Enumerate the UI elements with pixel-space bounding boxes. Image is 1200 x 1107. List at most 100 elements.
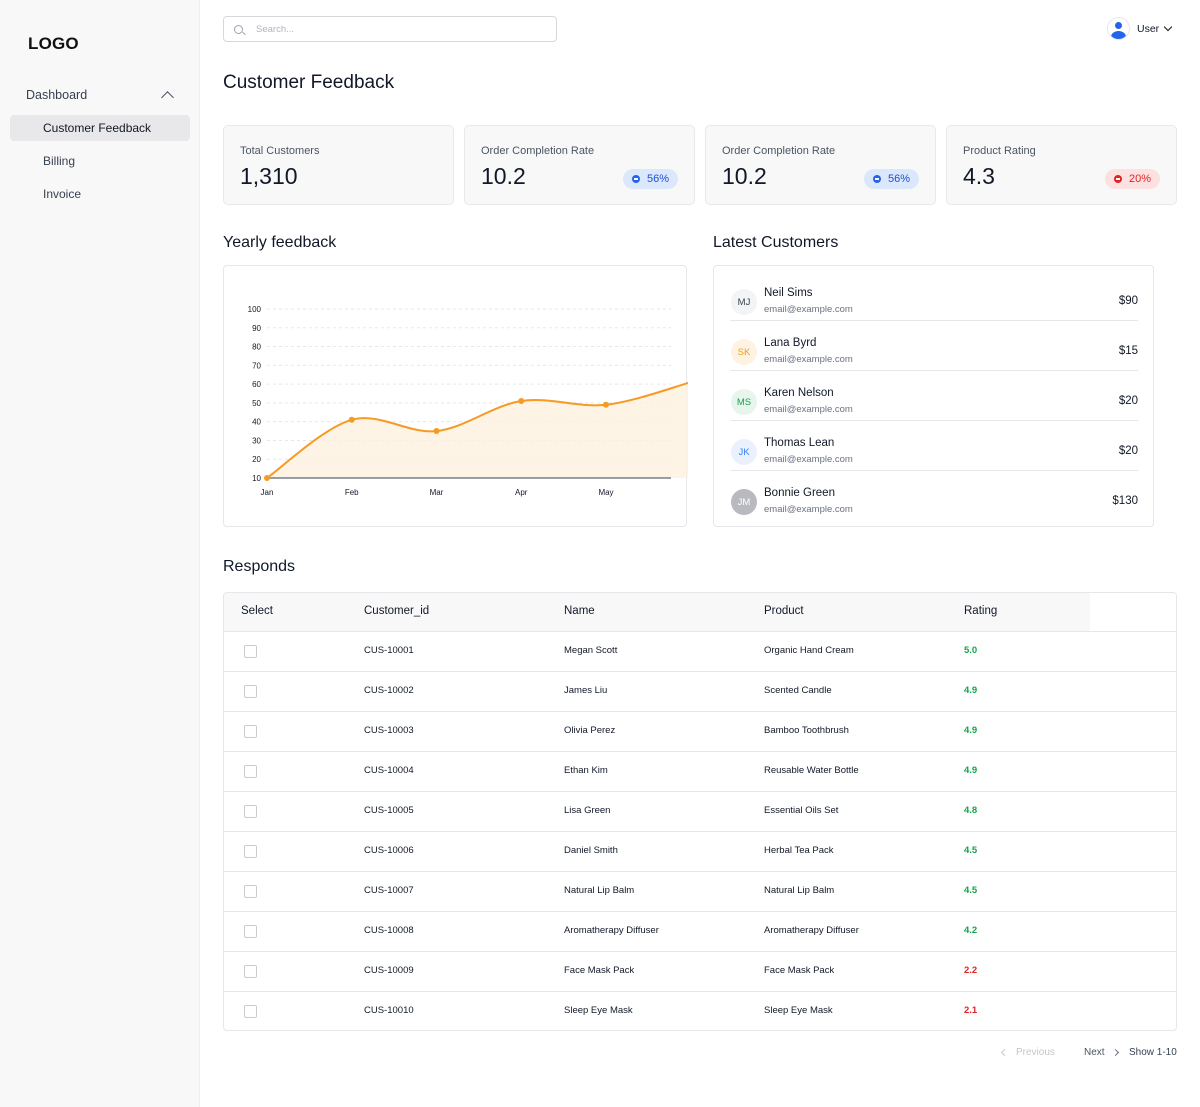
sidebar-group-dashboard[interactable]: Dashboard	[10, 82, 190, 108]
cell-rating: 2.1	[964, 1005, 978, 1016]
user-label: User	[1137, 22, 1160, 35]
cell-product: Natural Lip Balm	[764, 885, 835, 896]
cell-product: Bamboo Toothbrush	[764, 725, 849, 736]
search-input[interactable]	[256, 23, 536, 35]
data-point	[603, 401, 609, 408]
customer-avatar: SK	[731, 339, 757, 365]
customer-avatar: MJ	[731, 289, 757, 315]
cell-rating: 2.2	[964, 965, 978, 976]
cell-rating: 4.9	[964, 685, 978, 696]
cell-product: Herbal Tea Pack	[764, 845, 834, 856]
y-tick-label: 70	[252, 361, 261, 370]
y-tick-label: 100	[248, 305, 262, 314]
table-row[interactable]: CUS-10005 Lisa Green Essential Oils Set 4.8	[224, 792, 1176, 832]
stat-value: 10.2	[481, 163, 526, 189]
row-checkbox[interactable]	[244, 725, 257, 738]
table-row[interactable]: CUS-10008 Aromatherapy Diffuser Aromathera…	[224, 912, 1176, 952]
previous-button[interactable]: Previous	[1000, 1047, 1055, 1058]
stat-card-total-customers: Total Customers 1,310	[223, 125, 454, 205]
chevron-down-icon	[1163, 22, 1173, 31]
y-tick-label: 90	[252, 324, 261, 333]
cell-name: Aromatherapy Diffuser	[564, 925, 659, 936]
customer-amount: $20	[1118, 445, 1138, 457]
table-row[interactable]: CUS-10010 Sleep Eye Mask Sleep Eye Mask 2.1	[224, 992, 1176, 1030]
header-customer-id[interactable]: Customer_id	[364, 605, 430, 617]
row-checkbox[interactable]	[244, 965, 257, 978]
table-row[interactable]: CUS-10009 Face Mask Pack Face Mask Pack 2.2	[224, 952, 1176, 992]
table-row[interactable]: CUS-10004 Ethan Kim Reusable Water Bottle 4…	[224, 752, 1176, 792]
header-rating[interactable]: Rating	[964, 605, 998, 617]
responds-title: Responds	[223, 558, 296, 575]
cell-customer-id: CUS-10009	[364, 965, 414, 976]
user-menu[interactable]: User	[1107, 17, 1173, 40]
next-button[interactable]: Next	[1084, 1047, 1119, 1058]
row-checkbox[interactable]	[244, 925, 257, 938]
data-point	[264, 475, 270, 481]
sidebar-item-invoice[interactable]: Invoice	[43, 187, 82, 201]
customer-email: email@example.com	[764, 304, 853, 315]
sidebar-item-customer-feedback[interactable]: Customer Feedback	[10, 115, 190, 141]
cell-name: Olivia Perez	[564, 725, 616, 736]
x-tick-label: Feb	[345, 488, 359, 497]
customer-amount: $20	[1118, 395, 1138, 407]
customer-row[interactable]: MS Karen Nelson email@example.com $20	[730, 371, 1138, 421]
cell-rating: 4.2	[964, 925, 978, 936]
row-checkbox[interactable]	[244, 685, 257, 698]
area-fill	[267, 383, 688, 478]
chart-section-title: Yearly feedback	[223, 234, 337, 251]
row-checkbox[interactable]	[244, 805, 257, 818]
cell-rating: 4.5	[964, 885, 978, 896]
cell-rating: 4.9	[964, 725, 978, 736]
customer-row[interactable]: MJ Neil Sims email@example.com $90	[730, 271, 1138, 321]
table-header: Select Customer_id Name Product Rating	[224, 593, 1090, 632]
table-row[interactable]: CUS-10007 Natural Lip Balm Natural Lip Bal…	[224, 872, 1176, 912]
responds-table: Select Customer_id Name Product Rating C…	[223, 592, 1177, 1031]
cell-product: Scented Candle	[764, 685, 832, 696]
customer-avatar: JK	[731, 439, 757, 465]
latest-customers-card: MJ Neil Sims email@example.com $90 SK La…	[713, 265, 1154, 527]
table-row[interactable]: CUS-10002 James Liu Scented Candle 4.9	[224, 672, 1176, 712]
row-checkbox[interactable]	[244, 885, 257, 898]
customer-name: Bonnie Green	[764, 487, 835, 499]
data-point	[518, 398, 525, 405]
row-checkbox[interactable]	[244, 645, 257, 658]
y-tick-label: 40	[252, 418, 261, 427]
y-tick-label: 30	[252, 436, 261, 445]
customer-row[interactable]: JK Thomas Lean email@example.com $20	[730, 421, 1138, 471]
chevron-right-icon	[1111, 1048, 1119, 1057]
customer-row[interactable]: SK Lana Byrd email@example.com $15	[730, 321, 1138, 371]
x-tick-label: Jan	[261, 488, 274, 497]
series-line	[266, 381, 688, 479]
header-name[interactable]: Name	[564, 605, 595, 617]
minus-circle-icon	[631, 175, 640, 183]
stat-label: Order Completion Rate	[722, 145, 836, 157]
sidebar-nav: Dashboard Customer Feedback Billing Invo…	[10, 82, 190, 207]
row-checkbox[interactable]	[244, 845, 257, 858]
cell-customer-id: CUS-10007	[364, 885, 414, 896]
customer-row[interactable]: JM Bonnie Green email@example.com $130	[730, 471, 1138, 521]
table-row[interactable]: CUS-10003 Olivia Perez Bamboo Toothbrush 4.…	[224, 712, 1176, 752]
cell-name: Lisa Green	[564, 805, 611, 816]
sidebar-item-billing[interactable]: Billing	[43, 154, 76, 168]
stat-label: Product Rating	[963, 145, 1036, 157]
customer-avatar: MS	[731, 389, 757, 415]
header-select: Select	[241, 605, 273, 617]
x-tick-label: Apr	[515, 488, 528, 497]
cell-product: Essential Oils Set	[764, 805, 839, 816]
badge-text: 56%	[887, 173, 910, 185]
row-checkbox[interactable]	[244, 1005, 257, 1018]
x-tick-label: Mar	[430, 488, 444, 497]
row-checkbox[interactable]	[244, 765, 257, 778]
customers-section-title: Latest Customers	[713, 234, 839, 251]
page-range: Show 1-10	[1129, 1047, 1177, 1058]
table-row[interactable]: CUS-10001 Megan Scott Organic Hand Cream 5.…	[224, 632, 1176, 672]
table-row[interactable]: CUS-10006 Daniel Smith Herbal Tea Pack 4.5	[224, 832, 1176, 872]
search-box[interactable]	[223, 16, 557, 42]
cell-rating: 4.8	[964, 805, 978, 816]
header-product[interactable]: Product	[764, 605, 804, 617]
customer-name: Karen Nelson	[764, 387, 834, 399]
stat-card-product-rating: Product Rating 4.3 20%	[946, 125, 1177, 205]
customer-amount: $90	[1118, 295, 1138, 307]
chevron-up-icon	[161, 90, 174, 104]
cell-customer-id: CUS-10008	[364, 925, 414, 936]
